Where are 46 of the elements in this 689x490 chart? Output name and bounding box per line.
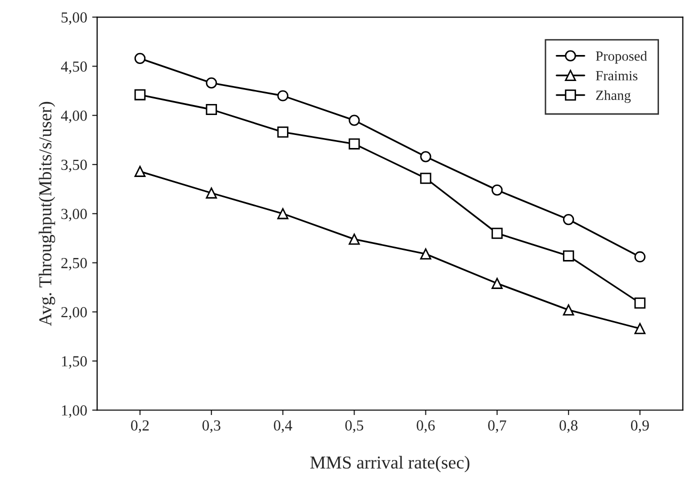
point xyxy=(277,90,288,102)
legend-label: Zhang xyxy=(596,90,631,103)
y-tick-label: 2,00 xyxy=(61,307,87,320)
x-tick-label: 0,7 xyxy=(488,420,506,433)
y-tick-label: 4,50 xyxy=(60,61,87,74)
y-tick-label: 3,00 xyxy=(61,208,87,222)
point xyxy=(634,323,646,334)
y-tick-label: 4,00 xyxy=(60,110,87,124)
point xyxy=(348,138,360,150)
y-axis-title: Avg. Throughput(Mbits/s/user) xyxy=(38,102,56,326)
point xyxy=(348,234,360,245)
point xyxy=(634,251,646,262)
point xyxy=(420,151,432,162)
point xyxy=(348,114,360,126)
x-axis-title: MMS arrival rate(sec) xyxy=(310,456,470,472)
x-tick-label: 0,2 xyxy=(131,420,149,433)
point xyxy=(134,166,146,177)
y-tick-label: 2,50 xyxy=(61,258,87,270)
point xyxy=(206,187,217,199)
y-tick-label: 1,00 xyxy=(62,405,87,418)
point xyxy=(420,248,432,260)
y-tick-label: 5,00 xyxy=(62,12,87,25)
x-tick-label: 0,8 xyxy=(560,420,578,433)
point xyxy=(206,77,217,89)
y-tick-label: 1,50 xyxy=(62,356,87,369)
point xyxy=(562,304,574,316)
point xyxy=(492,278,503,289)
x-tick-label: 0,3 xyxy=(202,420,220,433)
x-tick-label: 0,9 xyxy=(630,420,649,433)
point xyxy=(277,126,288,138)
point xyxy=(492,184,503,196)
x-tick-label: 0,6 xyxy=(416,420,435,433)
legend-label: Fraimis xyxy=(596,71,638,80)
y-tick-label: 3,50 xyxy=(61,160,87,172)
x-tick-label: 0,5 xyxy=(345,420,364,433)
point xyxy=(492,228,503,239)
x-tick-label: 0,4 xyxy=(274,420,292,433)
point xyxy=(134,89,146,100)
point xyxy=(277,208,288,220)
point xyxy=(420,172,432,184)
point xyxy=(562,250,574,262)
legend-label: Proposed xyxy=(596,51,648,64)
point xyxy=(134,52,146,64)
point xyxy=(562,214,574,226)
point xyxy=(206,104,217,116)
point xyxy=(634,297,646,309)
